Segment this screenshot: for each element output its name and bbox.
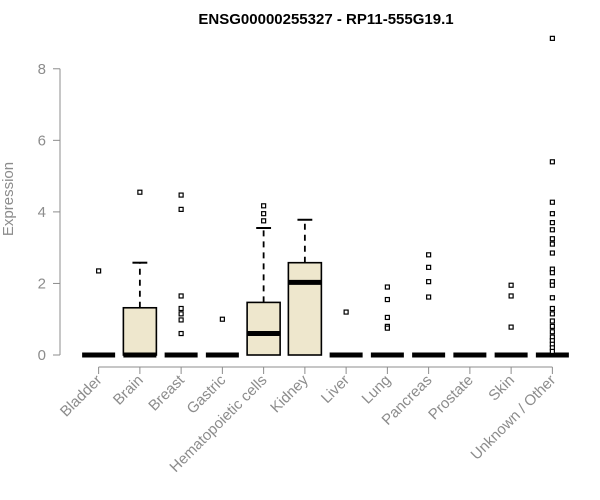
outlier-point: [549, 282, 555, 288]
outlier-point: [178, 293, 184, 299]
box-liver: [329, 309, 363, 358]
outlier-point: [508, 293, 514, 299]
outlier-point: [549, 35, 555, 41]
outlier-point: [549, 236, 555, 242]
outlier-point: [137, 189, 143, 195]
outlier-point: [384, 296, 390, 303]
outlier-point: [549, 270, 555, 276]
outlier-point: [178, 330, 184, 337]
outlier-point: [178, 206, 184, 212]
outlier-point: [549, 329, 555, 335]
x-tick-label: Liver: [318, 372, 353, 407]
outlier-point: [384, 325, 390, 331]
outlier-point: [549, 323, 555, 329]
box-gastric: [205, 316, 239, 358]
outlier-point: [261, 218, 267, 224]
outlier-point: [549, 318, 555, 324]
box-kidney: [287, 218, 323, 356]
box-bladder: [82, 268, 116, 358]
x-tick-label: Prostate: [425, 372, 477, 424]
box-body: [246, 301, 281, 356]
outlier-point: [549, 348, 555, 355]
box-body: [122, 306, 158, 356]
y-tick-label: 8: [38, 61, 46, 78]
outlier-point: [261, 203, 267, 209]
outlier-point: [426, 279, 432, 285]
outlier-point: [508, 282, 514, 288]
box-hematopoietic-cells: [246, 203, 281, 356]
outlier-point: [549, 220, 555, 226]
x-tick-label: Lung: [359, 372, 395, 408]
box-brain: [122, 189, 158, 358]
outlier-point: [549, 305, 555, 312]
outlier-point: [549, 250, 555, 256]
box-breast: [164, 192, 198, 358]
outlier-point: [343, 309, 349, 315]
box-lung: [370, 284, 404, 358]
box-unknown-other: [535, 35, 569, 358]
outlier-point: [549, 241, 555, 247]
x-tick-label: Bladder: [57, 372, 106, 421]
outlier-point: [549, 311, 555, 317]
x-tick-label: Brain: [110, 372, 147, 409]
box-body: [287, 261, 323, 356]
x-tick-label: Skin: [485, 372, 518, 405]
x-tick-label: Breast: [145, 371, 188, 414]
outlier-point: [96, 268, 102, 274]
outlier-point: [178, 305, 184, 312]
outlier-point: [508, 324, 514, 330]
boxplot-series: [82, 35, 569, 358]
y-axis: 0 2 4 6 8: [38, 61, 61, 364]
y-tick-label: 0: [38, 347, 46, 364]
y-axis-label: Expression: [0, 162, 17, 236]
outlier-point: [426, 294, 432, 300]
outlier-point: [426, 252, 432, 258]
outlier-point: [261, 211, 267, 217]
outlier-point: [549, 159, 555, 165]
y-tick-label: 6: [38, 132, 46, 149]
outlier-point: [549, 295, 555, 301]
y-tick-label: 4: [38, 204, 46, 221]
outlier-point: [178, 311, 184, 317]
outlier-point: [219, 316, 225, 322]
outlier-point: [384, 284, 390, 290]
outlier-point: [549, 211, 555, 217]
box-pancreas: [412, 252, 446, 358]
chart-title: ENSG00000255327 - RP11-555G19.1: [198, 11, 453, 28]
box-skin: [494, 282, 528, 358]
outlier-point: [384, 314, 390, 321]
outlier-point: [178, 317, 184, 323]
y-tick-label: 2: [38, 275, 46, 292]
outlier-point: [426, 264, 432, 270]
outlier-point: [178, 192, 184, 198]
outlier-point: [549, 227, 555, 233]
x-tick-label: Kidney: [267, 371, 312, 416]
outlier-point: [549, 199, 555, 205]
